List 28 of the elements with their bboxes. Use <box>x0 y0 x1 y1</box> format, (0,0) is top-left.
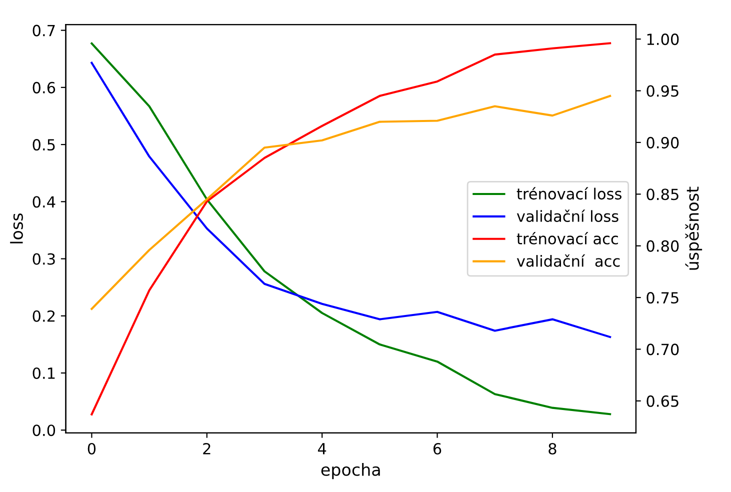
y-tick-label: 0.6 <box>32 82 56 94</box>
y2-tick-label: 0.70 <box>646 344 679 356</box>
y-axis-title: loss <box>10 213 23 244</box>
y2-tick-label: 0.95 <box>646 85 678 97</box>
y-tick-label: 0.3 <box>32 253 55 265</box>
y-tick-label: 0.7 <box>32 24 55 36</box>
x-tick-label: 8 <box>548 442 556 455</box>
x-tick-label: 0 <box>88 442 96 455</box>
x-axis-title: epocha <box>321 463 380 480</box>
y2-tick-label: 0.90 <box>646 136 679 148</box>
y2-tick-label: 0.65 <box>646 395 678 407</box>
y-tick-label: 0.0 <box>32 424 56 436</box>
legend-label: trénovací acc <box>516 232 618 244</box>
y2-tick-label: 0.75 <box>646 292 678 304</box>
y-tick-label: 0.1 <box>32 367 55 380</box>
y-tick-label: 0.5 <box>32 139 55 151</box>
y-tick-label: 0.2 <box>32 310 55 322</box>
y-tick-label: 0.4 <box>32 196 56 208</box>
x-tick-label: 2 <box>203 442 210 454</box>
legend-label: validační loss <box>516 210 618 222</box>
y2-tick-label: 0.80 <box>646 240 679 252</box>
y2-axis-title: úspěšnost <box>685 186 702 270</box>
y2-tick-label: 0.85 <box>646 188 678 200</box>
x-tick-label: 6 <box>433 442 442 455</box>
y2-tick-label: 1.00 <box>647 34 679 46</box>
legend-label: validační acc <box>516 254 620 267</box>
legend-label: trénovací loss <box>516 187 622 200</box>
x-tick-label: 4 <box>318 443 326 454</box>
